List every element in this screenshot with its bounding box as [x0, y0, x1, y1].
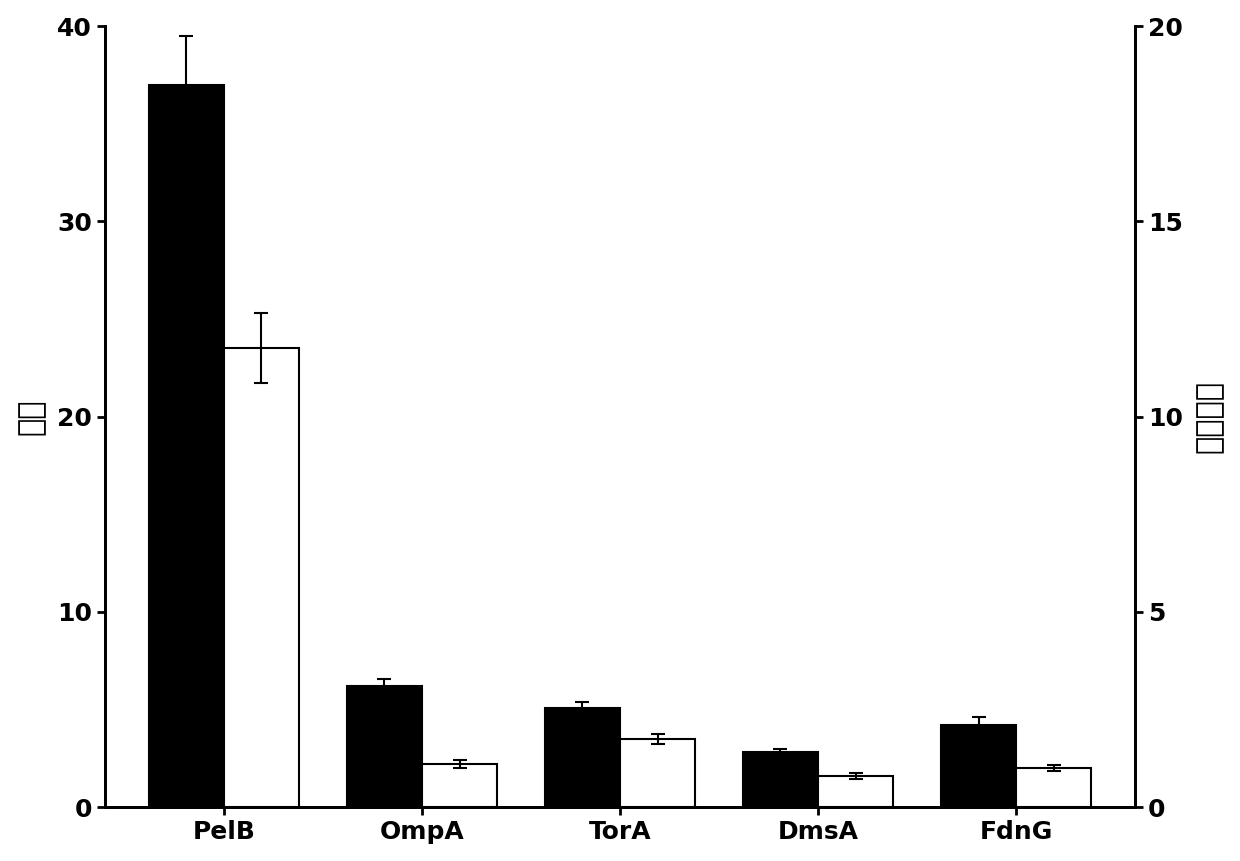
Bar: [941, 725, 1016, 807]
Bar: [347, 686, 422, 807]
Y-axis label: 酶活: 酶活: [16, 399, 46, 435]
Bar: [620, 739, 696, 807]
Bar: [743, 753, 818, 807]
Bar: [149, 84, 224, 807]
Bar: [224, 349, 299, 807]
Bar: [818, 776, 893, 807]
Bar: [1016, 768, 1091, 807]
Bar: [422, 765, 497, 807]
Y-axis label: 蛋白浓度: 蛋白浓度: [1194, 381, 1224, 453]
Bar: [544, 708, 620, 807]
